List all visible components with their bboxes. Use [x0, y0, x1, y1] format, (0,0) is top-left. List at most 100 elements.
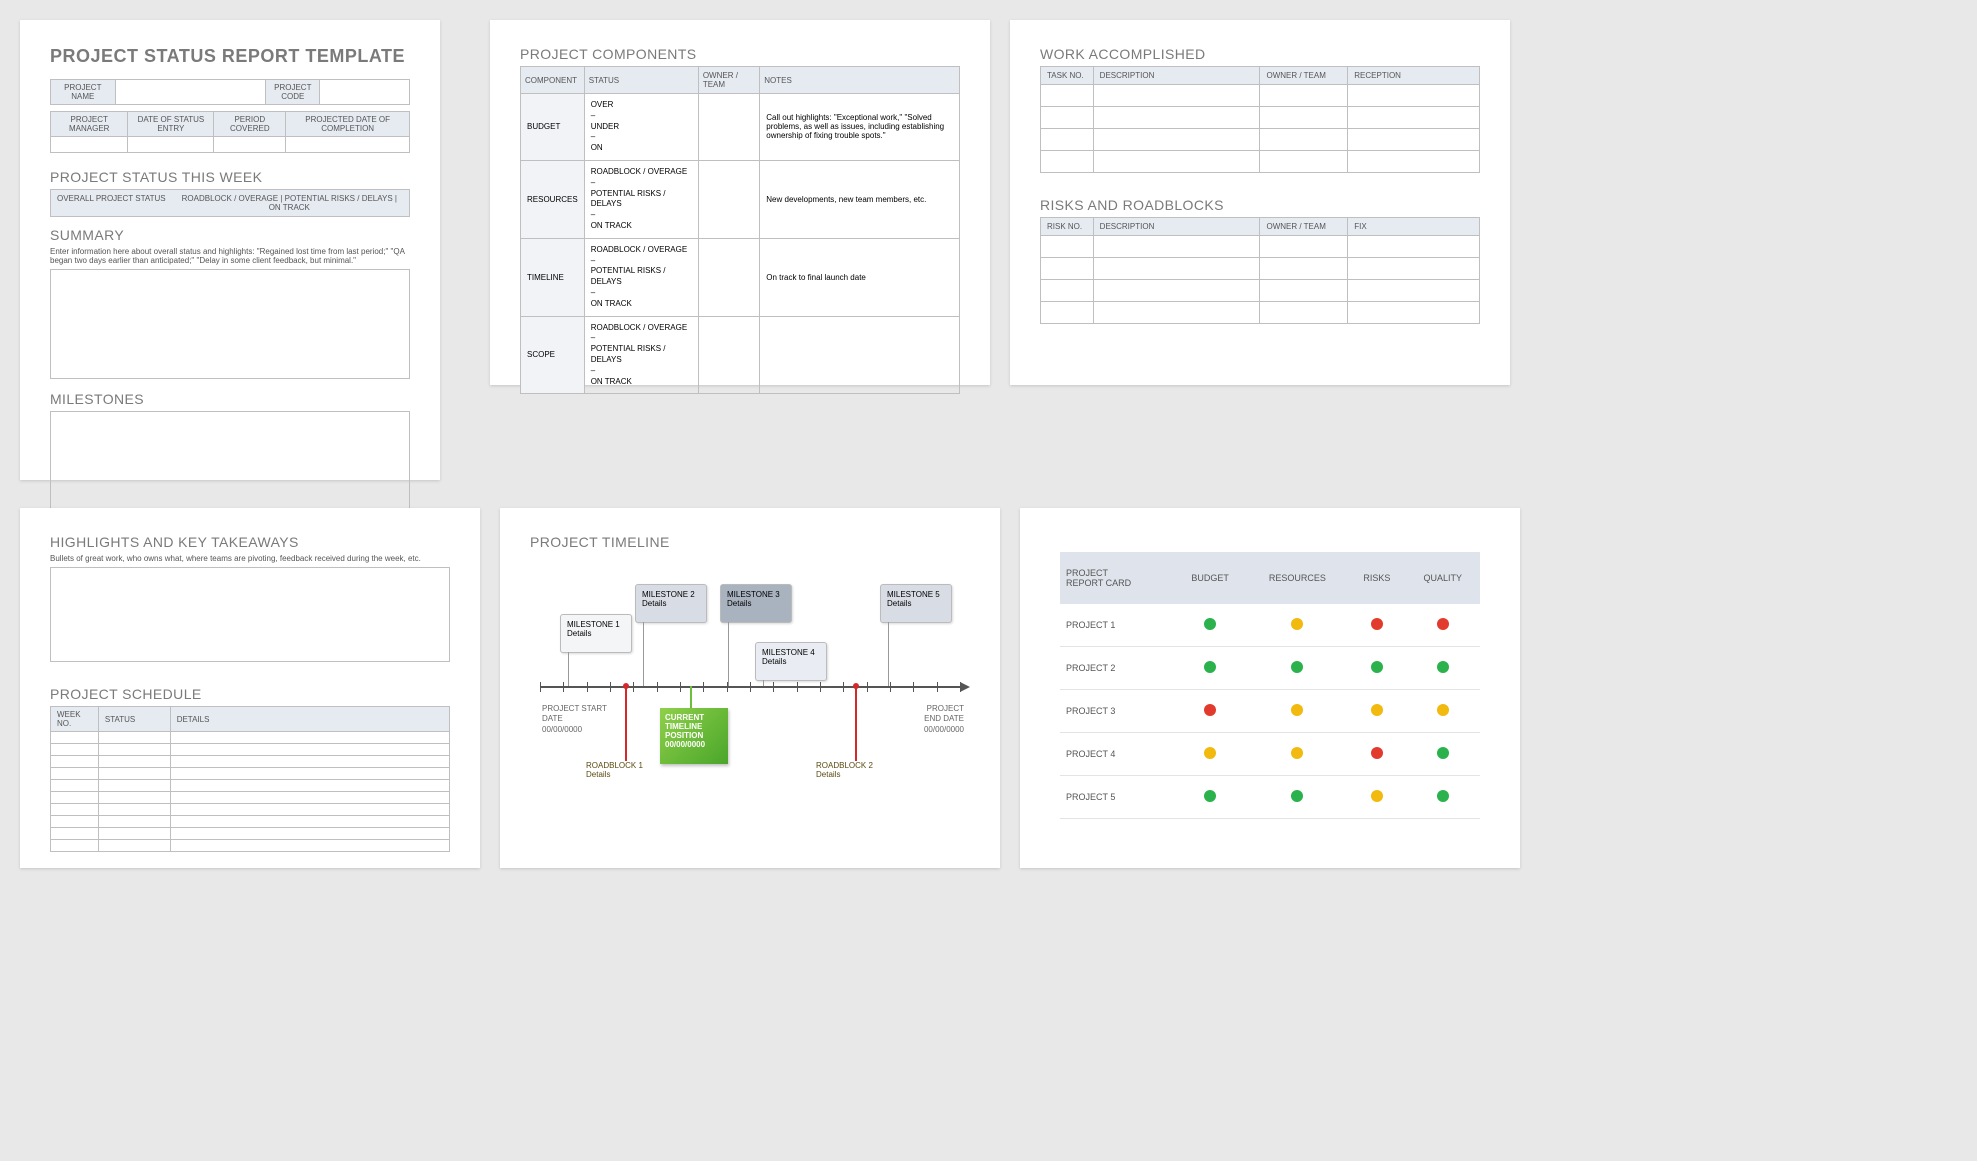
table-cell[interactable] [170, 756, 449, 768]
table-cell[interactable] [1260, 151, 1348, 173]
timeline-tick [610, 682, 611, 692]
table-cell[interactable] [170, 804, 449, 816]
table-cell[interactable] [1348, 236, 1480, 258]
table-cell[interactable] [1260, 236, 1348, 258]
table-cell[interactable] [1093, 258, 1260, 280]
hk-box[interactable] [50, 567, 450, 662]
table-cell[interactable] [1093, 107, 1260, 129]
table-cell[interactable] [1041, 280, 1094, 302]
table-cell[interactable] [1260, 107, 1348, 129]
status-bar: OVERALL PROJECT STATUS ROADBLOCK / OVERA… [50, 189, 410, 217]
table-cell[interactable] [1041, 107, 1094, 129]
table-cell[interactable] [1093, 280, 1260, 302]
rc-row: PROJECT 5 [1060, 776, 1480, 819]
table-cell[interactable] [1093, 85, 1260, 107]
component-owner[interactable] [698, 94, 759, 161]
component-row: SCOPEROADBLOCK / OVERAGE – POTENTIAL RIS… [521, 316, 960, 394]
timeline-tick [937, 682, 938, 692]
milestone-connector [888, 622, 889, 686]
table-cell[interactable] [51, 732, 99, 744]
table-cell[interactable] [1348, 280, 1480, 302]
table-cell[interactable] [98, 732, 170, 744]
component-owner[interactable] [698, 316, 759, 394]
table-cell[interactable] [1260, 258, 1348, 280]
table-cell[interactable] [1041, 302, 1094, 324]
rc-row-label: PROJECT 2 [1060, 647, 1174, 690]
table-cell[interactable] [51, 744, 99, 756]
table-cell[interactable] [170, 840, 449, 852]
table-cell[interactable] [1041, 236, 1094, 258]
rc-cell [1174, 647, 1247, 690]
table-cell[interactable] [98, 780, 170, 792]
table-row [1041, 151, 1480, 173]
table-cell[interactable] [1093, 151, 1260, 173]
summary-box[interactable] [50, 269, 410, 379]
rc-cell [1247, 647, 1349, 690]
table-cell[interactable] [1041, 258, 1094, 280]
table-cell[interactable] [1093, 236, 1260, 258]
table-cell[interactable] [98, 744, 170, 756]
table-cell[interactable] [51, 804, 99, 816]
table-cell[interactable] [98, 792, 170, 804]
rc-header: QUALITY [1406, 552, 1480, 604]
comp-h4: NOTES [760, 67, 960, 94]
table-cell[interactable] [170, 828, 449, 840]
table-cell[interactable] [1260, 85, 1348, 107]
component-status: ROADBLOCK / OVERAGE – POTENTIAL RISKS / … [584, 160, 698, 238]
table-cell[interactable] [1041, 151, 1094, 173]
table-cell[interactable] [1348, 302, 1480, 324]
cell-project-name[interactable] [115, 80, 266, 105]
rc-cell [1174, 733, 1247, 776]
table-cell[interactable] [1348, 258, 1480, 280]
status-dot-icon [1291, 661, 1303, 673]
component-owner[interactable] [698, 160, 759, 238]
table-cell[interactable] [98, 840, 170, 852]
table-cell[interactable] [98, 828, 170, 840]
table-cell[interactable] [170, 780, 449, 792]
table-cell[interactable] [1093, 302, 1260, 324]
table-cell[interactable] [51, 840, 99, 852]
sched-h1: WEEK NO. [51, 707, 99, 732]
table-cell[interactable] [98, 756, 170, 768]
table-cell[interactable] [1348, 107, 1480, 129]
table-cell[interactable] [98, 804, 170, 816]
table-cell[interactable] [51, 828, 99, 840]
table-cell[interactable] [1041, 129, 1094, 151]
table-cell[interactable] [51, 756, 99, 768]
cell-manager[interactable] [51, 137, 128, 153]
table-cell[interactable] [51, 816, 99, 828]
table-cell[interactable] [1041, 85, 1094, 107]
table-cell[interactable] [98, 816, 170, 828]
milestones-box[interactable] [50, 411, 410, 521]
component-owner[interactable] [698, 238, 759, 316]
component-label: SCOPE [521, 316, 585, 394]
table-cell[interactable] [1348, 151, 1480, 173]
table-cell[interactable] [1260, 129, 1348, 151]
components-title: PROJECT COMPONENTS [520, 46, 960, 62]
timeline-tick [913, 682, 914, 692]
table-cell[interactable] [170, 732, 449, 744]
table-cell[interactable] [1348, 129, 1480, 151]
table-cell[interactable] [51, 780, 99, 792]
table-cell[interactable] [51, 792, 99, 804]
table-row [1041, 107, 1480, 129]
table-cell[interactable] [170, 744, 449, 756]
table-cell[interactable] [1260, 302, 1348, 324]
cell-period[interactable] [214, 137, 286, 153]
table-cell[interactable] [1260, 280, 1348, 302]
roadblock-line [625, 686, 627, 761]
table-cell[interactable] [98, 768, 170, 780]
table-cell[interactable] [170, 768, 449, 780]
table-cell[interactable] [51, 768, 99, 780]
timeline-tick [680, 682, 681, 692]
table-cell[interactable] [170, 816, 449, 828]
h-completion: PROJECTED DATE OF COMPLETION [286, 112, 410, 137]
rc-cell [1247, 604, 1349, 647]
table-cell[interactable] [1093, 129, 1260, 151]
table-cell[interactable] [170, 792, 449, 804]
cell-date-entry[interactable] [128, 137, 214, 153]
meta-table-2: PROJECT MANAGER DATE OF STATUS ENTRY PER… [50, 111, 410, 153]
cell-completion[interactable] [286, 137, 410, 153]
cell-project-code[interactable] [320, 80, 410, 105]
table-cell[interactable] [1348, 85, 1480, 107]
